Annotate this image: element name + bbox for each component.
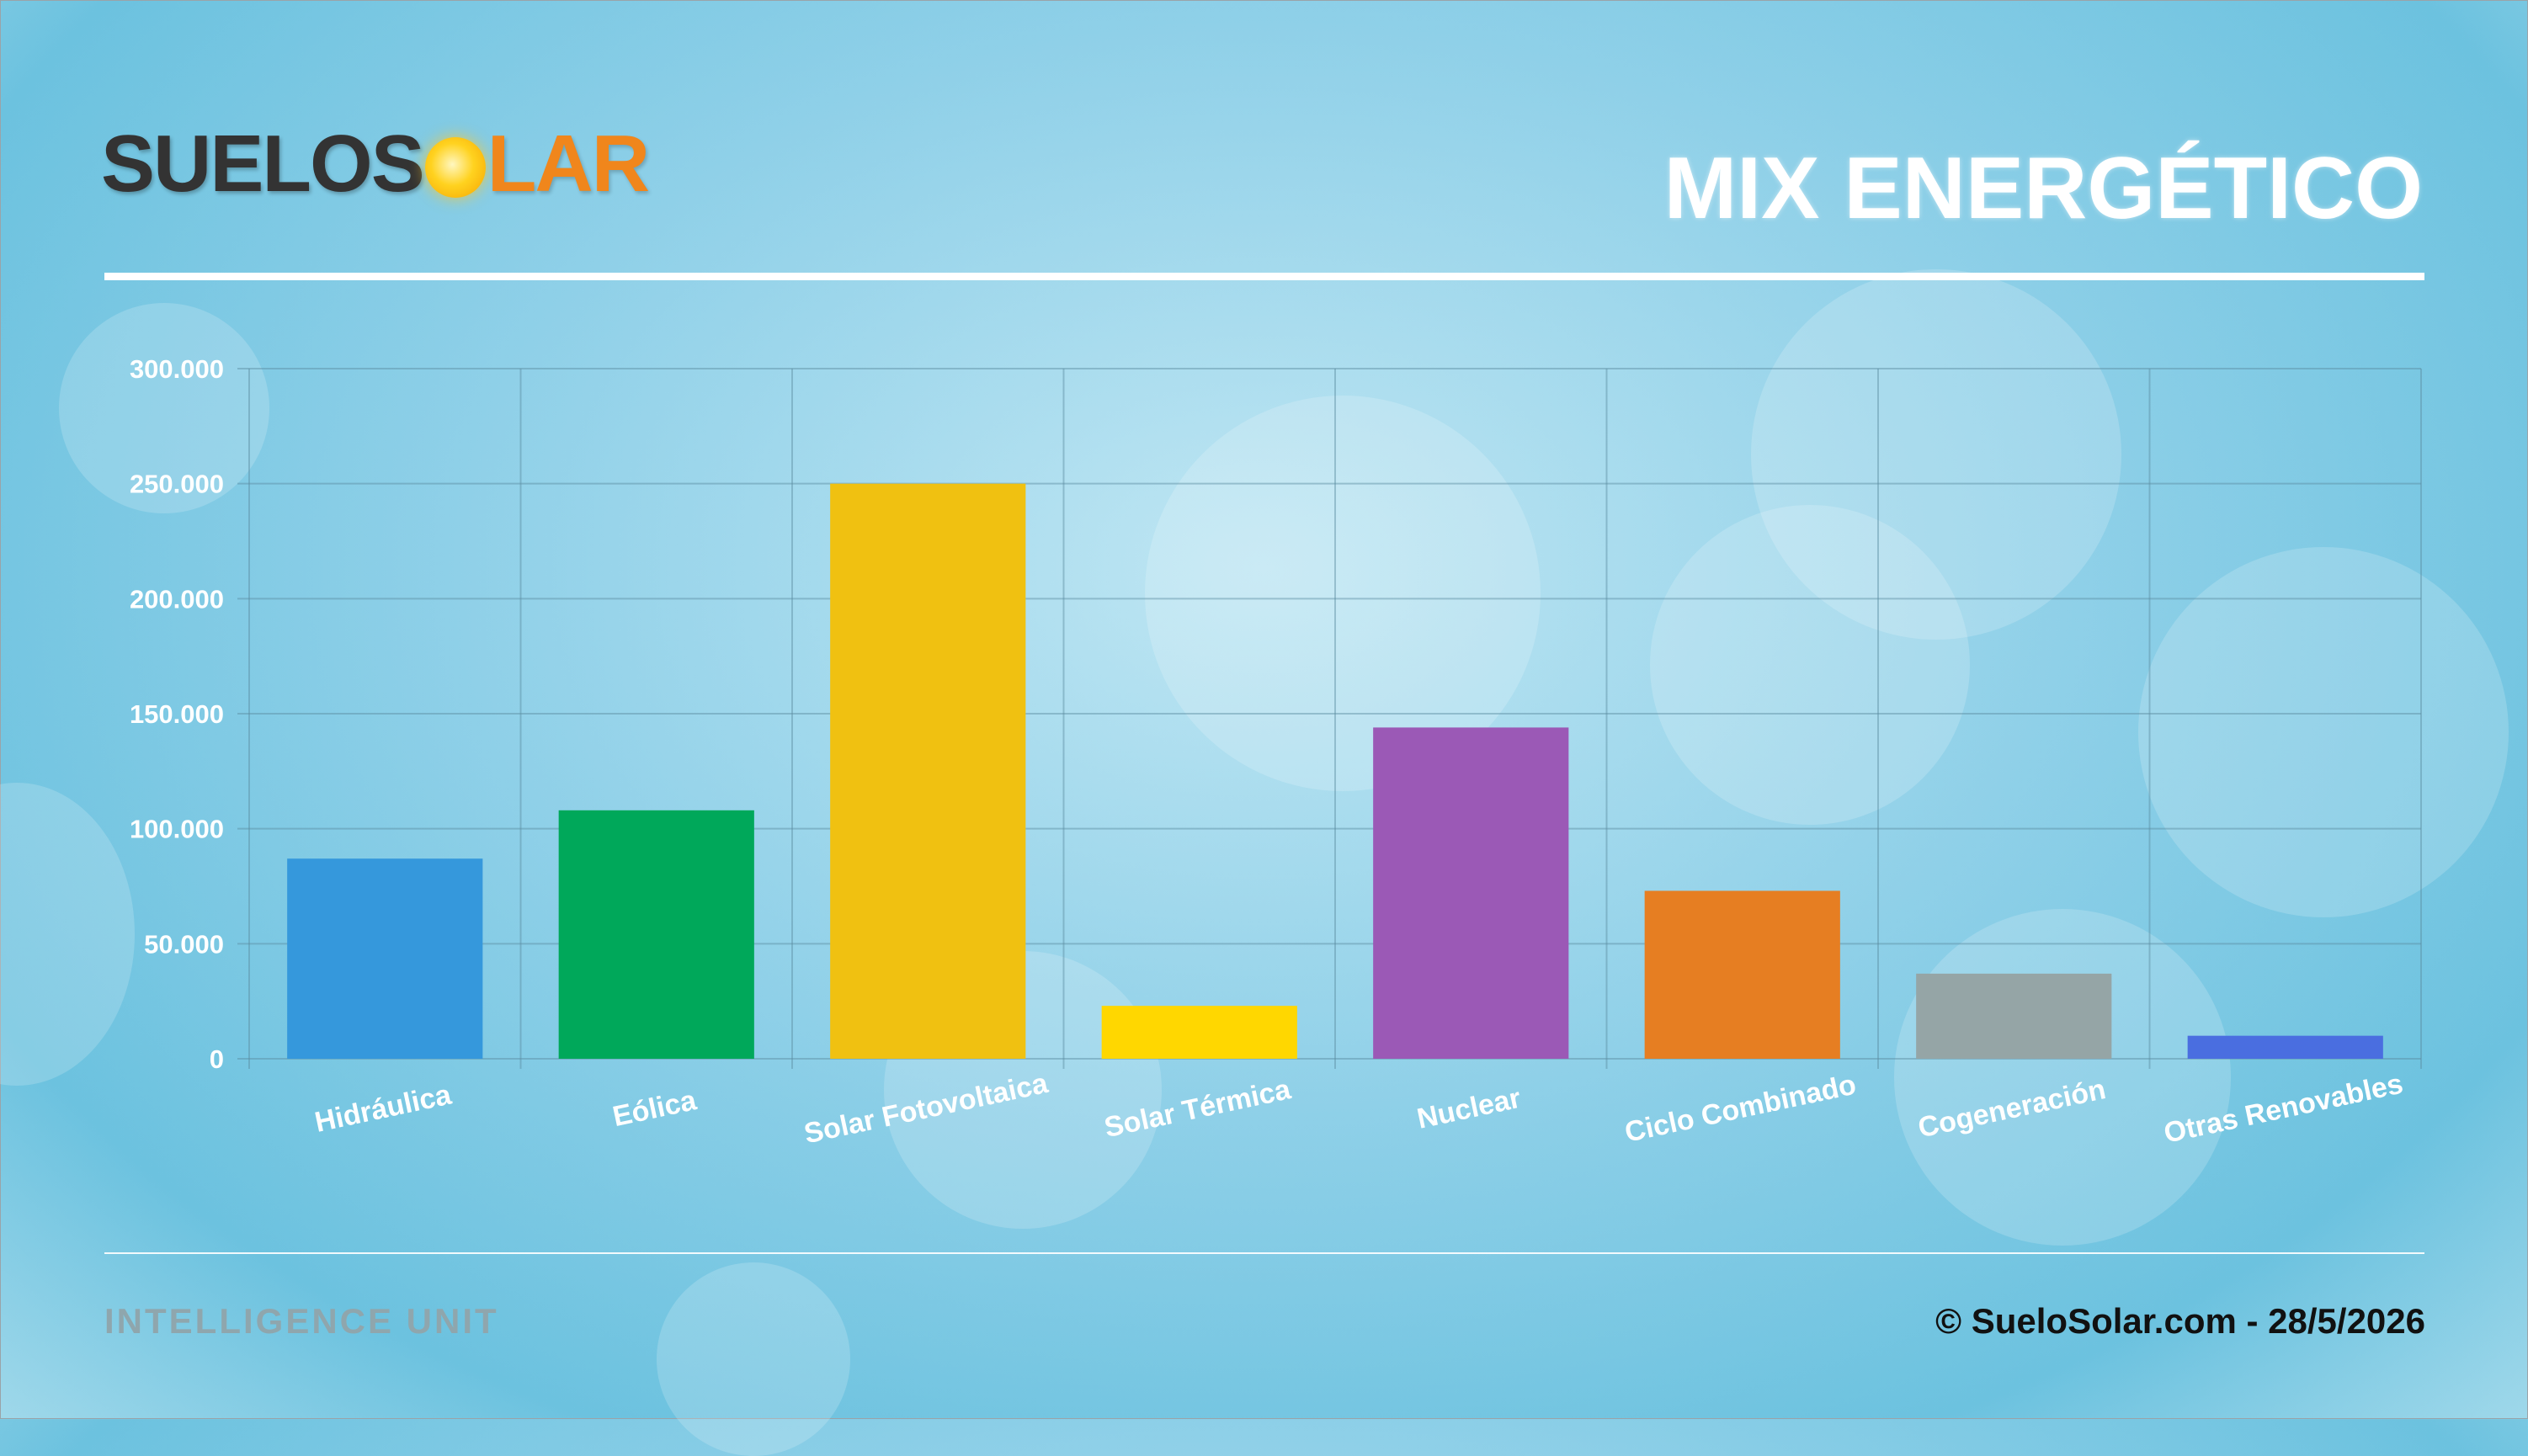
footer-copyright: © SueloSolar.com - 28/5/2026 [1935,1301,2425,1341]
x-category-label: Ciclo Combinado [1622,1069,1859,1149]
chart-bars [287,483,2383,1059]
x-category-label: Solar Fotovoltaica [801,1067,1051,1150]
x-category-label: Cogeneración [1915,1073,2109,1144]
y-tick-label: 50.000 [144,929,224,959]
footer-divider [104,1252,2424,1254]
x-category-label: Solar Térmica [1102,1073,1295,1144]
y-tick-label: 300.000 [130,354,224,384]
bar [1101,1006,1297,1059]
x-category-label: Nuclear [1414,1082,1524,1135]
bar [1373,727,1569,1059]
x-category-label: Hidráulica [312,1078,455,1139]
x-axis-labels: Hidráulica Eólica Solar Fotovoltaica Solar … [312,1067,2406,1150]
bar [287,858,483,1059]
y-tick-label: 150.000 [130,699,224,729]
bar [1916,973,2112,1059]
footer-unit-label: INTELLIGENCE UNIT [104,1301,499,1341]
y-tick-label: 100.000 [130,815,224,844]
bar [2187,1035,2383,1059]
y-tick-label: 200.000 [130,584,224,614]
bar [830,483,1026,1059]
bar-chart: 0 50.000 100.000 150.000 200.000 250.000 300.0… [130,354,2422,1150]
y-tick-label: 250.000 [130,470,224,499]
x-category-label: Eólica [610,1084,700,1133]
y-axis-ticks: 0 50.000 100.000 150.000 200.000 250.000 300.0… [130,354,224,1074]
suelosolar-logo: SUELOS LAR [101,119,650,209]
page-title: MIX ENERGÉTICO [1663,140,2423,237]
y-tick-label: 0 [210,1044,224,1074]
sun-icon [424,137,486,198]
header-divider [104,273,2424,280]
x-category-label: Otras Renovables [2161,1068,2406,1150]
bar [558,810,754,1059]
bar [1644,890,1840,1059]
